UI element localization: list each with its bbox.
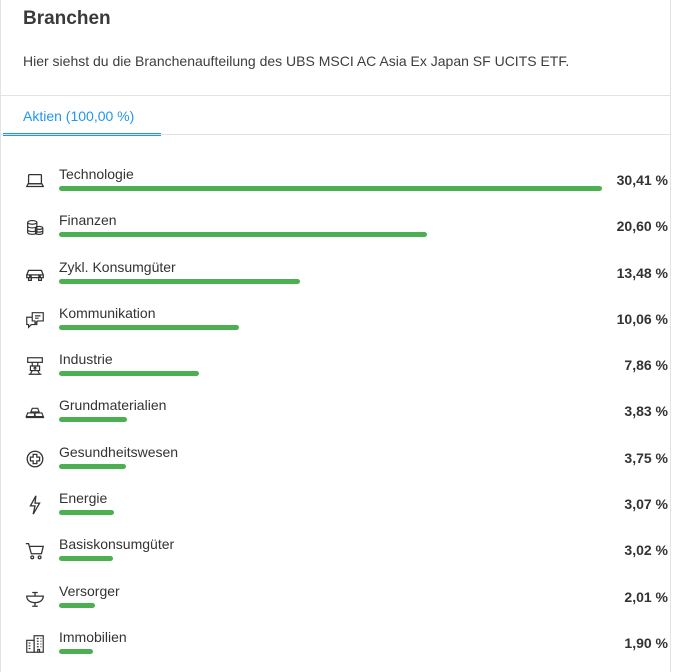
building-icon <box>24 633 46 655</box>
sector-value: 3,75 % <box>624 449 668 466</box>
gold-bars-icon <box>24 401 46 423</box>
coins-icon <box>24 216 46 238</box>
laptop-icon <box>24 170 46 192</box>
section-description: Hier siehst du die Branchenaufteilung de… <box>23 53 570 69</box>
sector-share-bar <box>59 278 300 284</box>
sector-row: Energie 3,07 % <box>1 480 672 526</box>
lightning-icon <box>24 494 46 516</box>
tab-aktien[interactable]: Aktien (100,00 %) <box>3 96 161 136</box>
sector-share-bar <box>59 602 95 608</box>
sector-share-bar <box>59 648 93 654</box>
sector-share-bar <box>59 186 602 191</box>
sector-value: 1,90 % <box>624 634 668 651</box>
sector-label: Immobilien <box>59 628 127 645</box>
section-title: Branchen <box>23 8 111 29</box>
sector-row: Gesundheitswesen 3,75 % <box>1 434 672 480</box>
sector-label: Gesundheitswesen <box>59 443 179 460</box>
sector-value: 13,48 % <box>616 264 668 281</box>
divider <box>1 134 670 135</box>
tab-label: Aktien (100,00 %) <box>23 108 135 124</box>
sector-label: Finanzen <box>59 212 117 229</box>
sector-label: Kommunikation <box>59 304 156 321</box>
sector-value: 3,02 % <box>624 542 668 559</box>
sector-label: Grundmaterialien <box>59 397 167 414</box>
sector-row: Zykl. Konsumgüter 13,48 % <box>1 249 672 295</box>
sector-row: Immobilien 1,90 % <box>1 619 672 665</box>
sector-share-bar <box>59 371 199 377</box>
sector-row: Kommunikation 10,06 % <box>1 295 672 341</box>
sector-share-bar <box>59 324 239 330</box>
sector-row: Grundmaterialien 3,83 % <box>1 387 672 433</box>
shopping-cart-icon <box>24 540 46 562</box>
sector-label: Versorger <box>59 582 120 599</box>
sector-share-bar <box>59 463 126 469</box>
sink-faucet-icon <box>24 587 46 609</box>
sector-label: Zykl. Konsumgüter <box>59 258 176 275</box>
sector-row: Finanzen 20,60 % <box>1 202 672 248</box>
sector-label: Energie <box>59 490 108 507</box>
divider <box>1 95 670 96</box>
sector-row: Industrie 7,86 % <box>1 341 672 387</box>
sector-row: Versorger 2,01 % <box>1 573 672 619</box>
car-icon <box>24 263 46 285</box>
sector-value: 3,83 % <box>624 403 668 420</box>
sector-row: Basiskonsumgüter 3,02 % <box>1 526 672 572</box>
sector-value: 2,01 % <box>624 588 668 605</box>
sector-share-bar <box>59 510 114 516</box>
sector-share-bar <box>59 556 113 562</box>
sector-value: 20,60 % <box>616 218 668 235</box>
sector-list: Technologie 30,41 % Finanzen 20,60 % Zykl. K… <box>1 156 672 665</box>
medical-plus-icon <box>24 448 46 470</box>
sector-value: 30,41 % <box>616 172 668 188</box>
robot-arm-icon <box>24 355 46 377</box>
sector-row: Technologie 30,41 % <box>1 156 672 202</box>
sector-label: Industrie <box>59 351 113 368</box>
sector-label: Basiskonsumgüter <box>59 536 175 553</box>
sector-value: 10,06 % <box>616 310 668 327</box>
chat-bubbles-icon <box>24 309 46 331</box>
sector-label: Technologie <box>59 166 134 182</box>
sector-value: 7,86 % <box>624 357 668 374</box>
sector-value: 3,07 % <box>624 496 668 513</box>
sector-share-bar <box>59 232 427 238</box>
sector-share-bar <box>59 417 127 423</box>
